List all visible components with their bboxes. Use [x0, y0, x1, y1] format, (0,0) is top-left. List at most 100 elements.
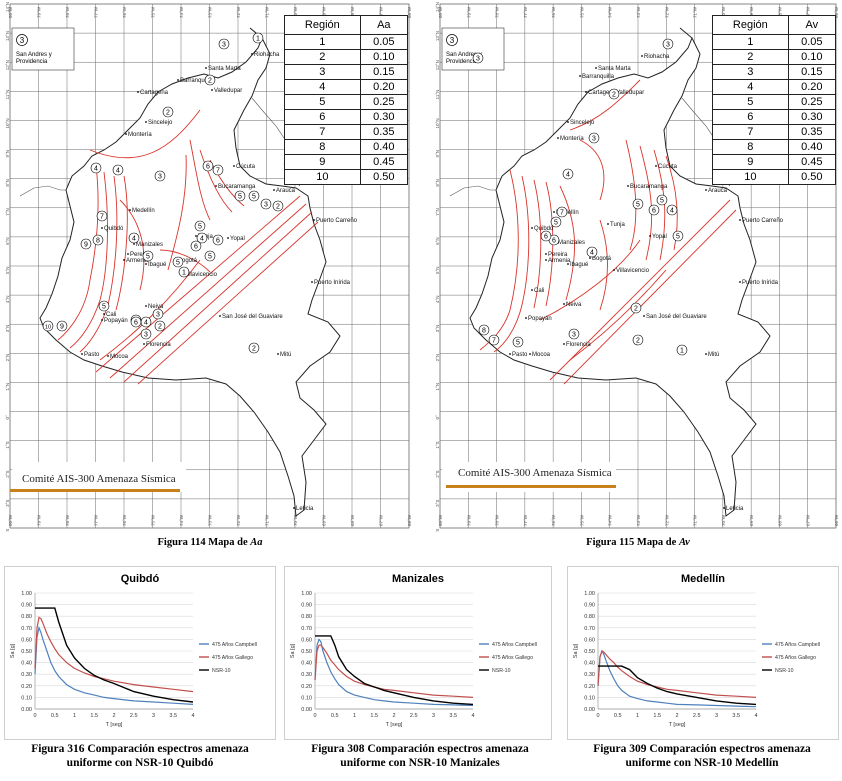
region-marker — [90, 162, 102, 174]
region-number-label: 5 — [636, 202, 640, 209]
lon-tick: 79°W — [466, 514, 471, 526]
region-value: 0.15 — [359, 64, 409, 80]
hazard-contour — [123, 211, 313, 383]
city-label: San José del Guaviare — [646, 314, 707, 320]
city-label: Mocoa — [532, 352, 551, 358]
inset-region-number: 3 — [20, 36, 25, 45]
table-row: 2 0.10 — [712, 49, 837, 65]
lon-tick-top: 79°W — [37, 6, 42, 18]
region-number: 7 — [712, 124, 789, 140]
city-dot — [567, 121, 569, 123]
city-label: Puerto Inírida — [742, 280, 779, 286]
region-marker — [178, 266, 190, 278]
city-label: Bucaramanga — [218, 184, 256, 190]
city-dot — [739, 219, 741, 221]
orange-underline — [446, 485, 616, 488]
caption-line2: uniforme con NSR-10 Manizales — [340, 757, 500, 769]
colombia-outline — [469, 27, 771, 517]
lat-tick: 9°N — [5, 150, 10, 158]
lat-tick: 14°N — [435, 2, 440, 12]
region-marker — [260, 198, 272, 210]
city-label: Ibagué — [570, 262, 589, 268]
chart-medellin-box: Medellín 0.00 0.10 0.20 0.30 0.40 0.50 0.60 0.70… — [567, 566, 839, 740]
y-tick-label: 0.20 — [584, 684, 595, 690]
region-marker — [154, 170, 166, 182]
hazard-contour — [57, 164, 99, 341]
lat-tick: 12°N — [5, 60, 10, 70]
x-tick-label: 1 — [353, 713, 356, 719]
x-tick-label: 2.5 — [410, 713, 418, 719]
lat-tick: 3°S — [5, 500, 10, 507]
region-number: 3 — [712, 64, 789, 80]
city-label: Ibagué — [148, 262, 167, 268]
lon-tick-top: 67°W — [806, 6, 811, 18]
region-number-label: 4 — [566, 172, 570, 179]
region-number-label: 6 — [544, 234, 548, 241]
region-marker — [92, 234, 104, 246]
region-value: 0.15 — [787, 64, 837, 80]
region-number-label: 2 — [208, 78, 212, 85]
region-marker — [212, 234, 224, 246]
city-label: Medellín — [132, 208, 155, 214]
region-marker — [98, 300, 110, 312]
lon-tick: 68°W — [350, 514, 355, 526]
region-number-label: 2 — [276, 204, 280, 211]
series-line — [314, 638, 474, 707]
region-marker — [96, 210, 108, 222]
city-label: Florencia — [146, 342, 171, 348]
lon-tick: 66°W — [834, 514, 839, 526]
y-tick-label: 0.90 — [21, 603, 32, 609]
city-label: Montería — [560, 136, 584, 142]
hazard-contour — [563, 209, 737, 385]
table-header-region: Región — [712, 15, 789, 35]
lat-tick: 3°N — [435, 325, 440, 333]
lon-tick-top: 75°W — [579, 6, 584, 18]
series-line — [35, 607, 194, 703]
x-tick-label: 4 — [754, 713, 757, 719]
legend-label: NSR-10 — [775, 668, 794, 674]
border-line — [19, 185, 66, 197]
region-marker — [204, 250, 216, 262]
city-dot — [567, 263, 569, 265]
region-number: 9 — [284, 154, 361, 170]
x-tick-label: 2.5 — [693, 713, 701, 719]
lon-tick-top: 76°W — [122, 6, 127, 18]
region-marker — [248, 190, 260, 202]
y-tick-label: 0.30 — [584, 672, 595, 678]
city-label: Yopal — [230, 236, 245, 242]
y-tick-label: 0.70 — [21, 626, 32, 632]
hazard-contour — [665, 155, 678, 251]
lat-tick: 8°N — [5, 179, 10, 187]
legend-label: 475 Años Gallego — [775, 655, 816, 661]
y-tick-label: 0.40 — [21, 661, 32, 667]
region-number: 2 — [284, 49, 361, 65]
lon-tick-top: 69°W — [322, 6, 327, 18]
city-label: Santa Marta — [208, 66, 241, 72]
table-row: 4 0.20 — [284, 79, 409, 95]
city-dot — [125, 133, 127, 135]
city-dot — [145, 121, 147, 123]
lon-tick: 67°W — [806, 514, 811, 526]
region-marker — [568, 328, 580, 340]
hazard-contour — [89, 109, 201, 159]
city-dot — [563, 343, 565, 345]
lat-tick: 10°N — [435, 118, 440, 128]
region-number-label: 5 — [554, 220, 558, 227]
city-dot — [293, 507, 295, 509]
legend-label: 475 Años Gallego — [492, 655, 533, 661]
x-tick-label: 3 — [715, 713, 718, 719]
x-tick-label: 2 — [112, 713, 115, 719]
region-number-label: 5 — [516, 340, 520, 347]
y-tick-label: 0.90 — [301, 603, 312, 609]
region-marker — [154, 320, 166, 332]
city-dot — [211, 89, 213, 91]
city-dot — [607, 223, 609, 225]
chart-quibdo-box: Quibdó 0.00 0.10 0.20 0.30 0.40 0.50 0.60 0.70 0.… — [4, 566, 276, 740]
hazard-contour — [625, 139, 637, 251]
city-label: Pasto — [512, 352, 528, 358]
lat-tick: 3°S — [435, 500, 440, 507]
x-axis-label: T [seg] — [669, 722, 686, 728]
caption-line1: Figura 308 Comparación espectros amenaza — [311, 743, 529, 755]
hazard-contour — [533, 179, 542, 309]
table-header-value: Aa — [359, 15, 409, 35]
